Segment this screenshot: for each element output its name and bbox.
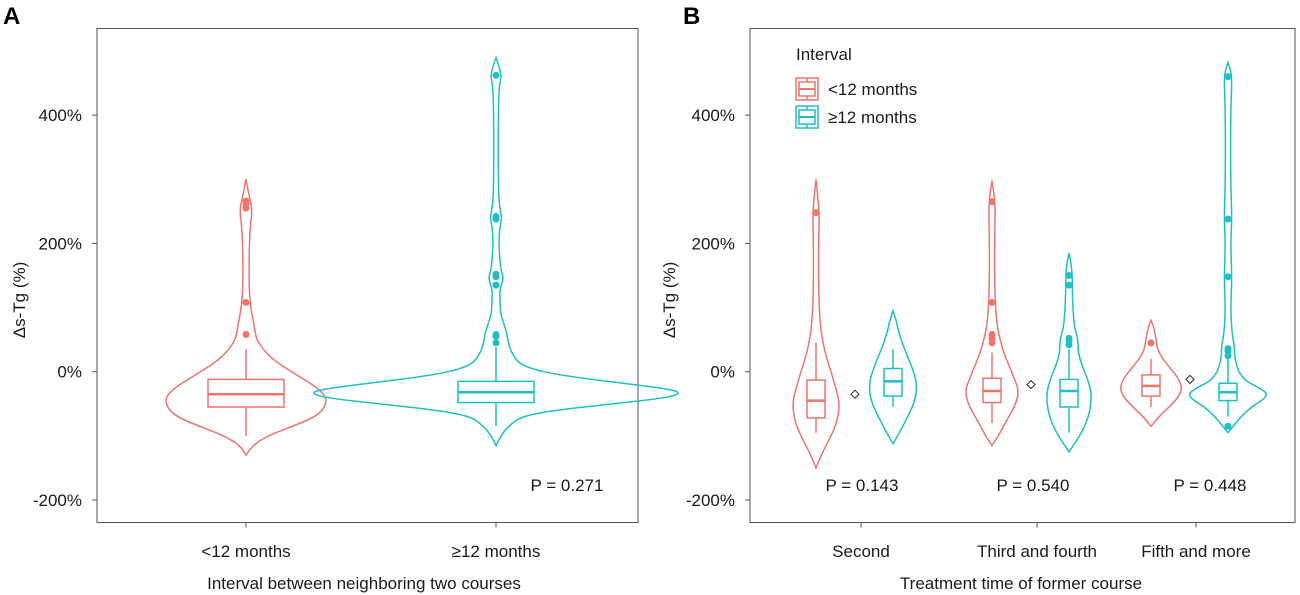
panel-a-x-tick-label: <12 months [201, 542, 290, 561]
panel-a-outlier-point [242, 197, 250, 205]
panel-a-x-tick-label: ≥12 months [452, 542, 541, 561]
panel-a-x-axis-title: Interval between neighboring two courses [207, 574, 521, 593]
panel-b-violin-outline [1188, 60, 1268, 434]
panel-b-y-axis: -200% 0% 200% 400% [686, 106, 750, 510]
panel-a-x-axis: <12 months ≥12 months [201, 522, 541, 561]
panel-b-violin-outline [868, 308, 918, 446]
panel-b-x-tick-label: Second [832, 542, 890, 561]
panel-b-p-value-fifth-more: P = 0.448 [1174, 476, 1247, 495]
panel-b-x-tick-label: Fifth and more [1141, 542, 1251, 561]
panel-a-y-tick-label: -200% [33, 491, 82, 510]
panel-b-outlier-point [1224, 73, 1232, 81]
panel-b-outlier-point [988, 198, 996, 206]
panel-a-outlier-point [492, 71, 500, 79]
panel-a-y-tick-label: 0% [57, 363, 82, 382]
panel-b-y-tick-label: 400% [692, 106, 735, 125]
panel-b-violin-outline [965, 180, 1019, 447]
panel-b-outlier-point [1065, 272, 1073, 279]
panel-b-x-axis-title: Treatment time of former course [900, 574, 1142, 593]
panel-a: A -200% 0% 200% 400% <12 months ≥12 months Δ… [3, 3, 679, 593]
panel-b-violin-outline [1046, 252, 1092, 454]
panel-a-violin-group [165, 179, 327, 457]
panel-b-outlier-point [1224, 215, 1232, 223]
panel-a-y-tick-label: 400% [39, 106, 82, 125]
legend-key-under-12 [795, 77, 819, 101]
panel-a-y-axis-title: Δs-Tg (%) [10, 262, 29, 339]
panel-b: B -200% 0% 200% 400% Second Third and fourth… [660, 3, 1296, 593]
legend: Interval <12 months ≥12 months [795, 45, 917, 129]
legend-label-under-12: <12 months [828, 80, 917, 99]
panel-a-outlier-point [492, 212, 500, 220]
panel-b-violin-group [792, 179, 840, 470]
panel-a-violin-outline [313, 55, 679, 448]
panel-b-plot-frame [749, 28, 1296, 523]
panel-b-violin-group [1188, 60, 1268, 434]
panel-a-letter: A [3, 3, 20, 30]
panel-b-outlier-point [988, 298, 996, 306]
legend-key-over-12 [795, 105, 819, 129]
panel-b-outlier-point [812, 209, 820, 217]
panel-a-plot-area [165, 55, 679, 457]
legend-label-over-12: ≥12 months [828, 108, 917, 127]
panel-b-violin-group [868, 308, 918, 446]
panel-a-plot-frame [96, 28, 639, 523]
panel-b-mean-diamond [1185, 374, 1195, 385]
panel-b-violin-outline [1120, 318, 1182, 428]
panel-b-x-axis: Second Third and fourth Fifth and more [832, 522, 1251, 561]
panel-b-y-tick-label: -200% [686, 491, 735, 510]
panel-b-outlier-point [988, 331, 996, 339]
panel-a-outlier-point [492, 270, 500, 278]
panel-b-violin-group [1046, 252, 1092, 454]
panel-b-y-tick-label: 0% [710, 363, 735, 382]
panel-b-plot-area [792, 60, 1268, 470]
panel-a-violin-group [313, 55, 679, 448]
panel-a-outlier-point [492, 339, 500, 347]
panel-b-mean-diamond [1026, 379, 1036, 390]
panel-b-violin-group [965, 180, 1019, 447]
panel-b-y-tick-label: 200% [692, 234, 735, 253]
panel-b-y-axis-title: Δs-Tg (%) [660, 262, 679, 339]
panel-a-y-tick-label: 200% [39, 234, 82, 253]
panel-b-x-tick-label: Third and fourth [977, 542, 1097, 561]
panel-b-box [1059, 378, 1079, 408]
panel-b-outlier-point [1065, 334, 1073, 342]
panel-b-p-value-second: P = 0.143 [826, 476, 899, 495]
panel-a-outlier-point [492, 281, 500, 289]
panel-b-p-value-third-fourth: P = 0.540 [997, 476, 1070, 495]
panel-b-outlier-point [1065, 281, 1073, 289]
panel-b-outlier-point [1224, 345, 1232, 353]
panel-b-mean-diamond [850, 389, 860, 399]
panel-b-box [806, 379, 826, 419]
panel-b-letter: B [683, 3, 700, 30]
panel-b-outlier-point [1224, 422, 1232, 430]
panel-b-violin-outline [792, 179, 840, 470]
panel-b-violin-group [1120, 318, 1182, 428]
panel-b-outlier-point [1147, 339, 1155, 347]
panel-a-outlier-point [242, 298, 250, 306]
panel-a-violin-outline [165, 179, 327, 457]
panel-a-p-value: P = 0.271 [531, 476, 604, 495]
panel-b-outlier-point [1224, 273, 1232, 281]
panel-a-y-axis: -200% 0% 200% 400% [33, 106, 97, 510]
panel-a-outlier-point [242, 331, 250, 339]
legend-title: Interval [796, 45, 852, 64]
panel-a-outlier-point [492, 331, 500, 339]
